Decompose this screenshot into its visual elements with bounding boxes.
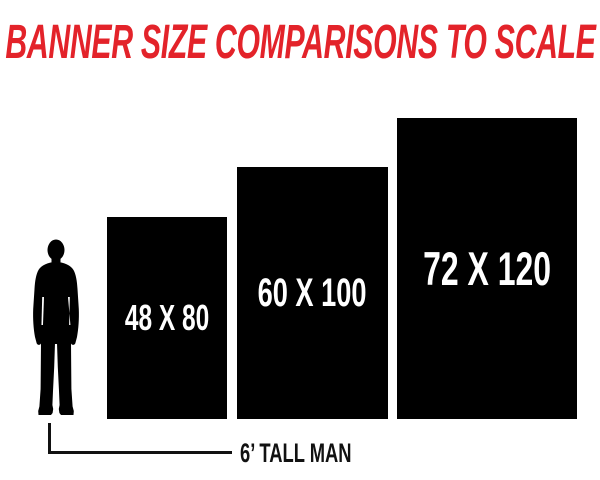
banner-rect-48x80: 48 X 80 [107, 217, 227, 419]
tall-man-caption: 6’ TALL MAN [240, 437, 352, 468]
man-silhouette-icon [33, 239, 79, 415]
banner-size-label: 48 X 80 [124, 297, 210, 338]
leader-line-horizontal [48, 451, 232, 454]
page-title-row: BANNER SIZE COMPARISONS TO SCALE [0, 16, 600, 70]
banner-size-label: 60 X 100 [258, 271, 367, 315]
leader-line-vertical [48, 423, 51, 454]
banner-rect-60x100: 60 X 100 [237, 167, 388, 419]
caption-row: 6’ TALL MAN [240, 437, 404, 468]
banner-rect-72x120: 72 X 120 [397, 118, 577, 419]
page-title: BANNER SIZE COMPARISONS TO SCALE [4, 16, 596, 69]
banner-size-label: 72 X 120 [423, 242, 551, 295]
